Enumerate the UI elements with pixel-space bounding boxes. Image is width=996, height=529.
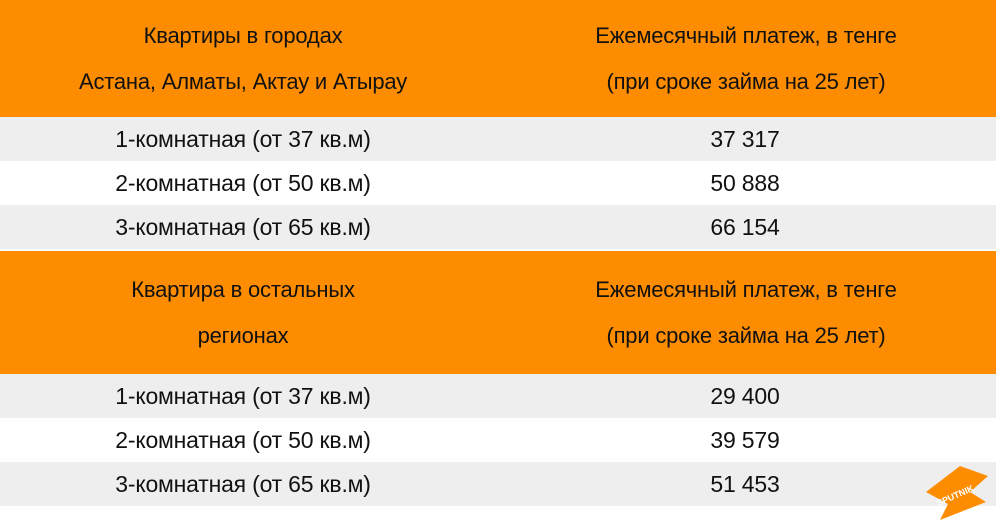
table-row: 2-комнатная (от 50 кв.м) 39 579 — [0, 418, 996, 462]
section1-header-left-line2: Астана, Алматы, Актау и Атырау — [78, 68, 408, 94]
apartment-type: 1-комнатная (от 37 кв.м) — [115, 126, 371, 152]
monthly-payment: 37 317 — [710, 126, 780, 152]
table-row: 1-комнатная (от 37 кв.м) 37 317 — [0, 117, 996, 161]
section-divider — [0, 249, 996, 251]
monthly-payment: 29 400 — [710, 383, 780, 409]
section2-header-right: Ежемесячный платеж, в тенге (при сроке з… — [486, 267, 996, 359]
section2-header-right-line2: (при сроке займа на 25 лет) — [606, 322, 886, 348]
sputnik-logo: SPUTNIK — [926, 466, 988, 520]
section2-header-left-line2: регионах — [197, 322, 289, 348]
apartment-type: 1-комнатная (от 37 кв.м) — [115, 383, 371, 409]
table-row: 2-комнатная (от 50 кв.м) 50 888 — [0, 161, 996, 205]
section2-header-left: Квартира в остальных регионах — [0, 267, 486, 359]
monthly-payment: 66 154 — [710, 214, 780, 240]
table-row: 1-комнатная (от 37 кв.м) 29 400 — [0, 374, 996, 418]
monthly-payment: 50 888 — [710, 170, 780, 196]
apartment-type: 2-комнатная (от 50 кв.м) — [115, 427, 371, 453]
monthly-payment: 39 579 — [710, 427, 780, 453]
apartment-type: 3-комнатная (от 65 кв.м) — [115, 214, 371, 240]
section2-header: Квартира в остальных регионах Ежемесячны… — [0, 251, 996, 374]
section1-header-right-line2: (при сроке займа на 25 лет) — [606, 68, 886, 94]
logo-arrow-shape — [926, 466, 988, 520]
monthly-payment: 51 453 — [710, 471, 780, 497]
section2-header-right-line1: Ежемесячный платеж, в тенге — [595, 276, 897, 302]
mortgage-payment-table: Квартиры в городах Астана, Алматы, Актау… — [0, 0, 996, 506]
section1-header-right-line1: Ежемесячный платеж, в тенге — [595, 22, 897, 48]
section2-header-left-line1: Квартира в остальных — [131, 276, 355, 302]
apartment-type: 3-комнатная (от 65 кв.м) — [115, 471, 371, 497]
table-row: 3-комнатная (от 65 кв.м) 66 154 — [0, 205, 996, 249]
table-row: 3-комнатная (от 65 кв.м) 51 453 — [0, 462, 996, 506]
section1-header-right: Ежемесячный платеж, в тенге (при сроке з… — [486, 13, 996, 105]
section1-header: Квартиры в городах Астана, Алматы, Актау… — [0, 0, 996, 117]
section1-header-left: Квартиры в городах Астана, Алматы, Актау… — [0, 13, 486, 105]
apartment-type: 2-комнатная (от 50 кв.м) — [115, 170, 371, 196]
section1-header-left-line1: Квартиры в городах — [143, 22, 343, 48]
